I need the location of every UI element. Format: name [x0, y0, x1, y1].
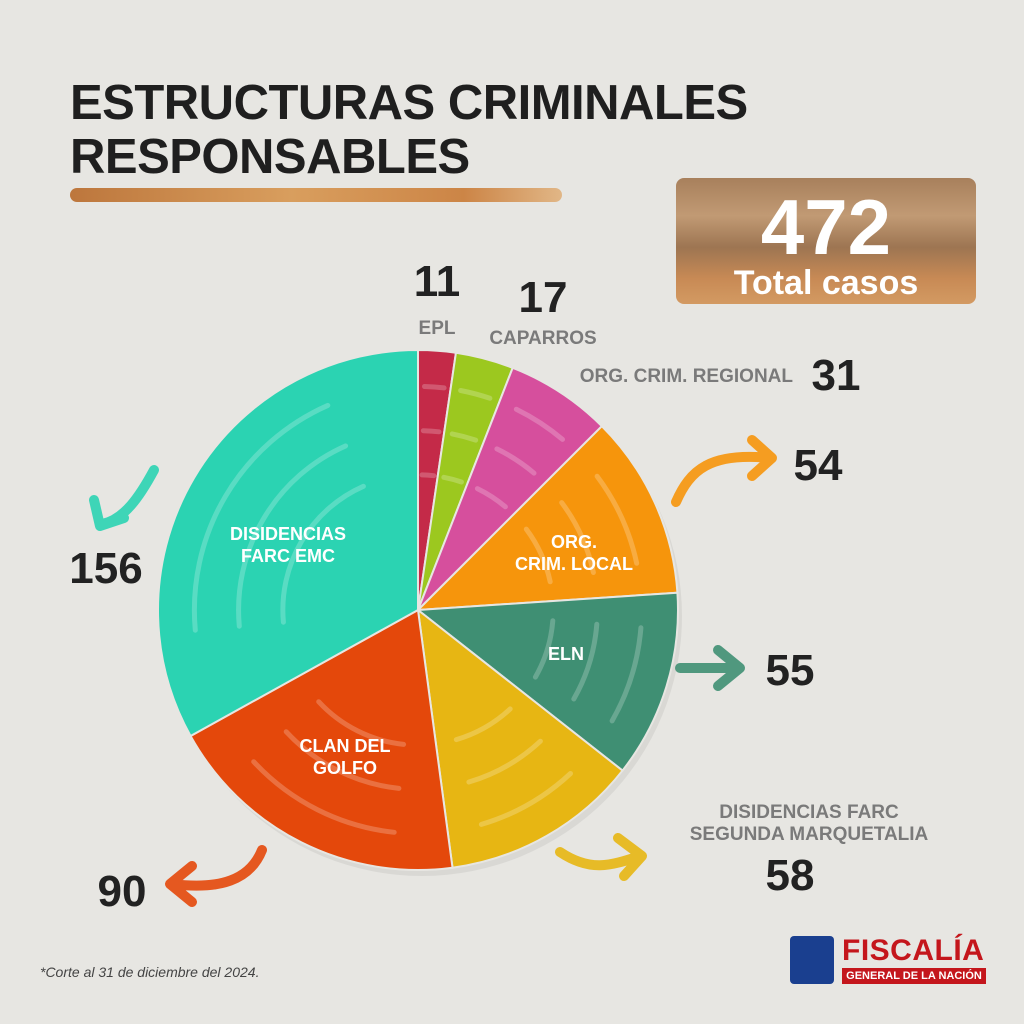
slice-label-line: CRIM. LOCAL	[515, 554, 633, 574]
slice-label-line: DISIDENCIAS	[230, 524, 346, 544]
pie-slice-texture	[559, 500, 596, 575]
chart-title: ESTRUCTURAS CRIMINALES RESPONSABLES	[70, 76, 748, 184]
slice-label-org-crim-regional: ORG. CRIM. REGIONAL	[580, 366, 794, 387]
slice-value-clan-del-golfo: 90	[98, 867, 147, 916]
pie-slice-texture	[453, 706, 513, 743]
slice-label-caparros: CAPARROS	[489, 328, 596, 349]
coat-of-arms-icon	[790, 936, 834, 984]
slice-value-disidencias-farc-emc: 156	[69, 544, 142, 593]
title-line-2: RESPONSABLES	[70, 130, 470, 184]
slice-value-org-crim-local: 54	[794, 441, 843, 490]
pie-slice-texture	[458, 388, 493, 401]
slice-value-org-crim-regional: 31	[812, 351, 861, 400]
slice-value-eln: 55	[766, 646, 815, 695]
pie-slice-texture	[466, 738, 543, 785]
slice-label-line: CLAN DEL	[300, 736, 391, 756]
slice-label-line: ELN	[548, 644, 584, 664]
arrow-clan-del-golfo	[165, 845, 267, 907]
pie-slice-texture	[449, 431, 479, 443]
arrow-org-crim-local	[671, 435, 777, 507]
pie-slice-texture	[191, 402, 331, 633]
pie-slice-texture	[474, 486, 508, 510]
slice-label-line: ORG. CRIM. REGIONAL	[580, 366, 794, 387]
arrow-eln	[675, 645, 745, 691]
pie-slice-texture	[251, 759, 397, 835]
slice-label-disidencias-farc-segunda-marquetalia: DISIDENCIAS FARC SEGUNDA MARQUETALIA	[690, 802, 929, 845]
pie-slice-texture	[280, 483, 366, 625]
logo-subtitle: GENERAL DE LA NACIÓN	[842, 968, 986, 984]
arrow-disidencias-farc-segunda-marquetalia	[555, 833, 647, 881]
total-cases-label: Total casos	[733, 264, 919, 302]
pie-slice-texture	[236, 443, 349, 629]
slice-label-line: FARC EMC	[241, 546, 335, 566]
pie-slice-texture	[283, 729, 402, 791]
pie-slice-org-crim-local	[415, 424, 679, 612]
slice-label-eln: ELN	[548, 644, 584, 664]
pie-slice-texture	[532, 618, 556, 680]
slice-label-line: CAPARROS	[489, 328, 596, 349]
pie-slice-texture	[494, 446, 537, 476]
pie-slice-texture	[441, 474, 464, 485]
pie-slice-eln	[415, 591, 679, 772]
pie-slice-disidencias-farc-emc	[157, 348, 419, 738]
pie-slice-texture	[523, 526, 553, 585]
slice-label-epl: EPL	[419, 318, 456, 339]
arrow-disidencias-farc-emc	[89, 465, 159, 531]
slice-value-caparros: 17	[519, 273, 568, 322]
slice-label-line: SEGUNDA MARQUETALIA	[690, 824, 929, 845]
slice-value-epl: 11	[414, 257, 461, 306]
total-cases-value: 472	[760, 183, 892, 271]
pie-slice-texture	[571, 621, 600, 702]
total-cases-badge: 472 Total casos	[676, 178, 976, 304]
pie-slice-clan-del-golfo	[189, 608, 454, 871]
slice-label-line: EPL	[419, 318, 456, 339]
pie-slice-texture	[513, 406, 565, 442]
slice-label-disidencias-farc-emc: DISIDENCIAS FARC EMC	[230, 524, 346, 566]
fiscalia-logo: FISCALÍA GENERAL DE LA NACIÓN	[790, 934, 990, 986]
slice-label-line: DISIDENCIAS FARC	[719, 802, 899, 823]
slice-label-org-crim-local: ORG. CRIM. LOCAL	[515, 532, 633, 574]
pie-slice-texture	[420, 428, 442, 435]
pie-slice-texture	[422, 384, 447, 391]
pie-slice-texture	[478, 771, 573, 827]
footnote: *Corte al 31 de diciembre del 2024.	[40, 964, 260, 980]
logo-name: FISCALÍA	[842, 934, 985, 967]
pie-slice-texture	[594, 473, 640, 566]
slice-label-clan-del-golfo: CLAN DEL GOLFO	[300, 736, 391, 778]
title-line-1: ESTRUCTURAS CRIMINALES	[70, 76, 748, 130]
pie-slice-texture	[419, 472, 437, 479]
title-underline	[70, 188, 562, 202]
pie-slice-texture	[316, 699, 407, 747]
pie-slice-disidencias-farc-segunda-marquetalia	[416, 607, 624, 869]
slice-label-line: GOLFO	[313, 758, 377, 778]
slice-value-disidencias-farc-segunda-marquetalia: 58	[766, 851, 815, 900]
slice-label-line: ORG.	[551, 532, 597, 552]
pie-slice-texture	[609, 625, 644, 724]
